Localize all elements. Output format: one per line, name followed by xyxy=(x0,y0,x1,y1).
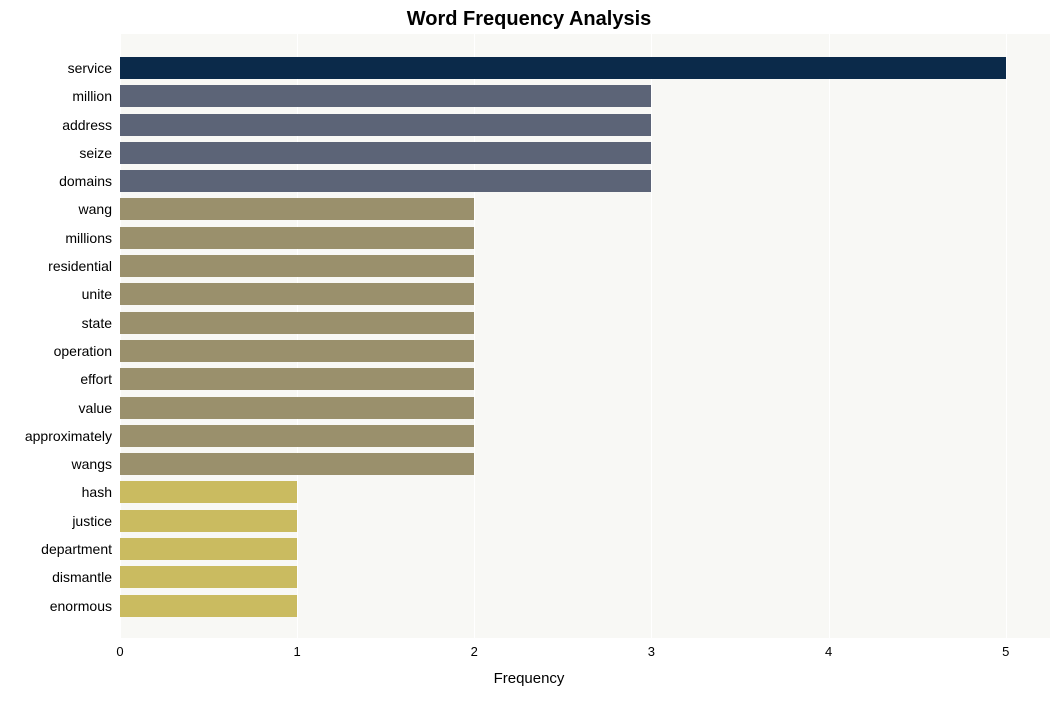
bar xyxy=(120,57,1006,79)
bar xyxy=(120,227,474,249)
x-tick-label: 0 xyxy=(116,644,123,659)
word-frequency-chart: Word Frequency Analysis Frequency 0 1 2 3 4 5… xyxy=(0,0,1058,701)
y-tick-label: seize xyxy=(79,145,112,161)
y-tick-label: residential xyxy=(48,258,112,274)
x-tick-label: 1 xyxy=(294,644,301,659)
bar xyxy=(120,283,474,305)
y-tick-label: hash xyxy=(82,484,112,500)
bar xyxy=(120,425,474,447)
y-tick-label: domains xyxy=(59,173,112,189)
bar xyxy=(120,595,297,617)
bar xyxy=(120,538,297,560)
y-tick-label: enormous xyxy=(50,598,112,614)
grid-line xyxy=(829,34,830,638)
x-tick-label: 2 xyxy=(471,644,478,659)
y-tick-label: department xyxy=(41,541,112,557)
grid-line xyxy=(1006,34,1007,638)
bar xyxy=(120,481,297,503)
y-tick-label: approximately xyxy=(25,428,112,444)
plot-area xyxy=(120,34,1050,638)
y-tick-label: millions xyxy=(65,230,112,246)
bar xyxy=(120,170,651,192)
bar xyxy=(120,142,651,164)
y-tick-label: dismantle xyxy=(52,569,112,585)
x-tick-label: 4 xyxy=(825,644,832,659)
y-tick-label: state xyxy=(82,315,112,331)
bar xyxy=(120,255,474,277)
bar xyxy=(120,198,474,220)
chart-title: Word Frequency Analysis xyxy=(0,8,1058,31)
bar xyxy=(120,453,474,475)
bar xyxy=(120,397,474,419)
bar xyxy=(120,340,474,362)
x-axis-label: Frequency xyxy=(0,670,1058,687)
grid-line xyxy=(651,34,652,638)
y-tick-label: operation xyxy=(54,343,112,359)
y-tick-label: value xyxy=(79,400,112,416)
x-tick-label: 3 xyxy=(648,644,655,659)
y-tick-label: million xyxy=(72,88,112,104)
bar xyxy=(120,368,474,390)
y-tick-label: justice xyxy=(72,513,112,529)
y-tick-label: service xyxy=(68,60,112,76)
y-tick-label: effort xyxy=(80,371,112,387)
bar xyxy=(120,114,651,136)
x-tick-label: 5 xyxy=(1002,644,1009,659)
y-tick-label: wang xyxy=(79,201,112,217)
y-tick-label: unite xyxy=(82,286,112,302)
y-tick-label: address xyxy=(62,117,112,133)
bar xyxy=(120,312,474,334)
bar xyxy=(120,85,651,107)
bar xyxy=(120,510,297,532)
bar xyxy=(120,566,297,588)
y-tick-label: wangs xyxy=(72,456,112,472)
